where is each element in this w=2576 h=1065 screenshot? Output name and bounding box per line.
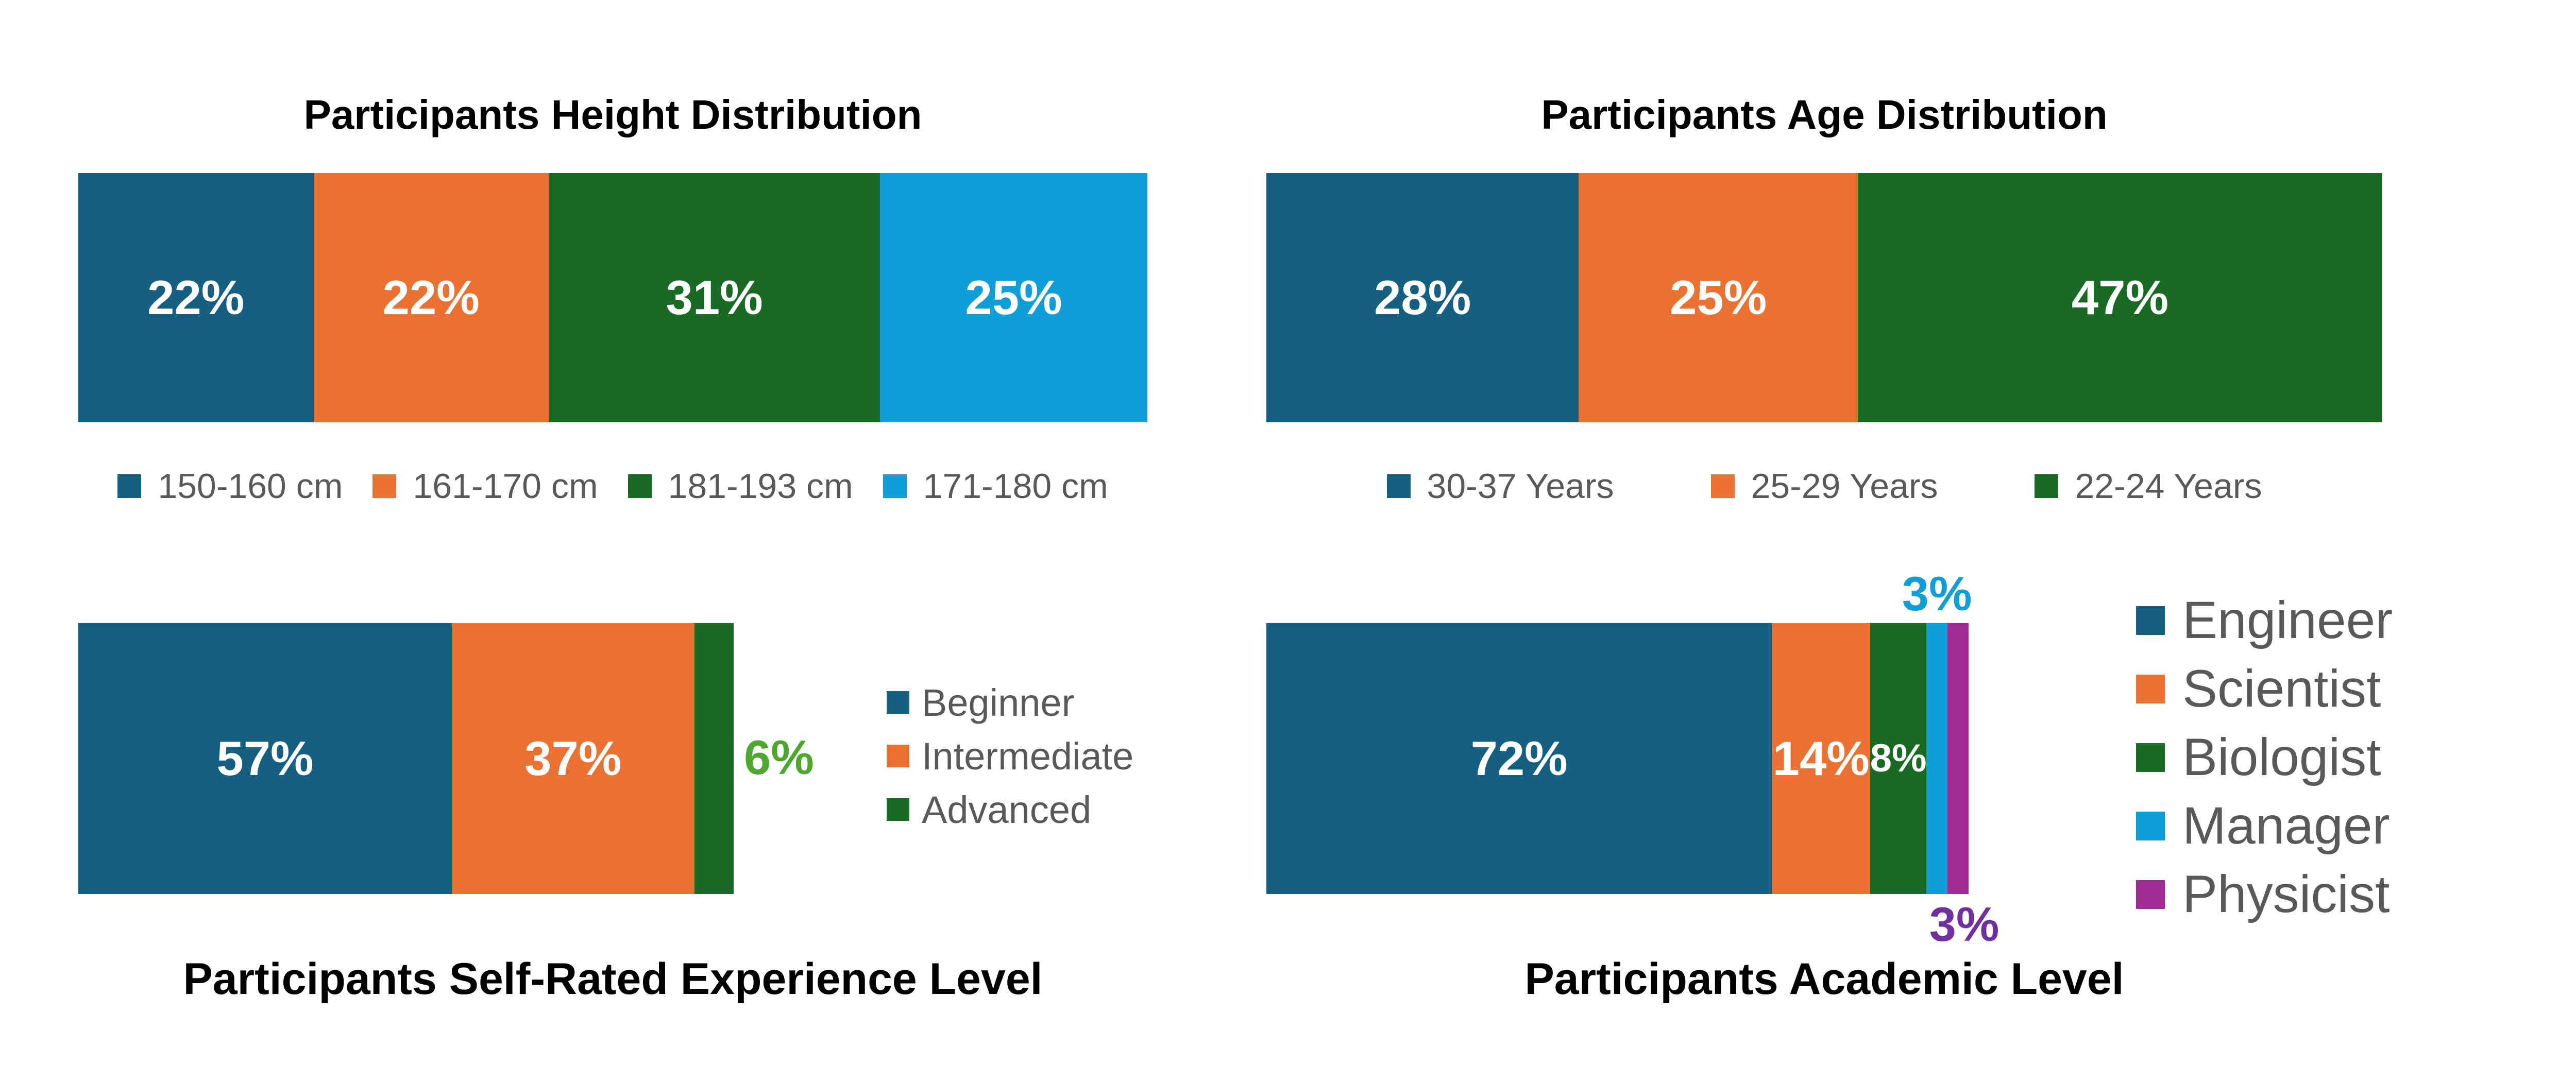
legend-swatch	[2136, 606, 2165, 635]
legend-label: 22-24 Years	[2075, 467, 2262, 506]
legend-swatch	[883, 474, 907, 498]
data-label: 22%	[147, 270, 245, 324]
bar-segment-171-180-cm: 25%	[880, 173, 1147, 422]
legend-label: 171-180 cm	[923, 467, 1108, 506]
legend-item-beginner: Beginner	[887, 676, 1133, 729]
legend-swatch	[2035, 474, 2059, 498]
bar-segment-beginner: 57%	[78, 623, 452, 894]
legend-swatch	[1710, 474, 1735, 498]
legend-swatch	[2136, 743, 2165, 772]
bar-segment-161-170-cm: 22%	[313, 173, 549, 422]
bar-segment-biologist: 8%	[1870, 623, 1927, 894]
legend-label: 25-29 Years	[1751, 467, 1938, 506]
data-label: 25%	[965, 270, 1062, 324]
legend-swatch	[117, 474, 142, 498]
bar-segment-25-29-years: 25%	[1579, 173, 1858, 422]
legend: Beginner Intermediate Advanced	[887, 676, 1133, 836]
data-label-above: 3%	[1902, 566, 1972, 621]
stacked-bar: 72% 14% 8%	[1266, 623, 1969, 894]
data-label: 8%	[1870, 736, 1927, 780]
legend-label: Engineer	[2182, 591, 2393, 649]
legend-item-30-37-years: 30-37 Years	[1386, 466, 1614, 506]
legend-item-physicist: Physicist	[2136, 860, 2393, 929]
bar-segment-22-24-years: 47%	[1857, 173, 2382, 422]
chart-title: Participants Age Distribution	[1541, 92, 2108, 138]
chart-participants-experience-level: Participants Self-Rated Experience Level…	[78, 0, 1147, 1065]
bar-segment-scientist: 14%	[1772, 623, 1871, 894]
legend-item-150-160-cm: 150-160 cm	[117, 466, 343, 506]
data-label: 72%	[1470, 731, 1568, 785]
legend-swatch	[887, 798, 909, 821]
legend-item-intermediate: Intermediate	[887, 729, 1133, 783]
legend-label: 181-193 cm	[668, 467, 853, 506]
legend-item-161-170-cm: 161-170 cm	[372, 466, 598, 506]
legend-label: 30-37 Years	[1427, 467, 1614, 506]
stacked-bar: 57% 37%	[78, 623, 734, 894]
bar-segment-intermediate: 37%	[452, 623, 694, 894]
data-label: 57%	[216, 731, 314, 785]
legend-item-manager: Manager	[2136, 792, 2393, 860]
bar-segment-181-193-cm: 31%	[549, 173, 880, 422]
bar-segment-150-160-cm: 22%	[78, 173, 314, 422]
chart-title: Participants Self-Rated Experience Level	[183, 954, 1043, 1004]
legend-swatch	[887, 745, 909, 767]
legend-item-scientist: Scientist	[2136, 655, 2393, 723]
data-label: 28%	[1374, 270, 1471, 324]
legend-item-22-24-years: 22-24 Years	[2035, 466, 2262, 506]
legend-swatch	[2136, 674, 2165, 703]
legend-item-171-180-cm: 171-180 cm	[883, 466, 1108, 506]
legend-label: Intermediate	[922, 734, 1134, 778]
legend: 150-160 cm 161-170 cm 181-193 cm 171-180 cm	[78, 462, 1147, 510]
bar-segment-physicist	[1947, 623, 1969, 894]
legend-label: 150-160 cm	[158, 467, 343, 506]
legend-label: 161-170 cm	[413, 467, 598, 506]
chart-title: Participants Academic Level	[1524, 954, 2124, 1004]
stacked-bar: 28% 25% 47%	[1266, 173, 2382, 422]
bar-segment-manager	[1926, 623, 1948, 894]
chart-title: Participants Height Distribution	[303, 92, 922, 138]
chart-participants-academic-level: Participants Academic Level 72% 14% 8% Eng…	[1266, 0, 2393, 1065]
legend-label: Scientist	[2182, 659, 2381, 718]
data-label-below: 3%	[1929, 897, 1999, 951]
data-label: 47%	[2071, 270, 2169, 324]
legend-label: Manager	[2182, 796, 2390, 855]
legend-label: Beginner	[922, 681, 1075, 724]
legend-swatch	[372, 474, 397, 498]
data-label: 37%	[524, 731, 622, 785]
legend-item-181-193-cm: 181-193 cm	[628, 466, 853, 506]
data-label: 25%	[1670, 270, 1767, 324]
legend-label: Physicist	[2182, 865, 2390, 923]
legend-item-advanced: Advanced	[887, 783, 1133, 836]
legend-item-biologist: Biologist	[2136, 723, 2393, 792]
legend-label: Biologist	[2182, 728, 2381, 786]
legend-swatch	[2136, 880, 2165, 909]
legend-swatch	[628, 474, 652, 498]
legend-label: Advanced	[922, 788, 1092, 831]
legend: 30-37 Years 25-29 Years 22-24 Years	[1266, 462, 2382, 510]
legend-swatch	[2136, 811, 2165, 840]
data-label: 14%	[1772, 731, 1870, 785]
chart-participants-age-distribution: Participants Age Distribution 28% 25% 47% …	[1266, 0, 2382, 1065]
legend: Engineer Scientist Biologist Manager Physici…	[2136, 586, 2393, 929]
bar-segment-engineer: 72%	[1266, 623, 1772, 894]
legend-item-engineer: Engineer	[2136, 586, 2393, 655]
legend-swatch	[1386, 474, 1411, 498]
bar-segment-advanced	[694, 623, 734, 894]
bar-segment-30-37-years: 28%	[1266, 173, 1579, 422]
stacked-bar: 22% 22% 31% 25%	[78, 173, 1147, 422]
legend-swatch	[887, 691, 909, 714]
data-label: 22%	[382, 270, 480, 324]
chart-participants-height-distribution: Participants Height Distribution 22% 22% 3…	[78, 0, 1147, 1065]
data-label-outside-right: 6%	[744, 730, 814, 785]
data-label: 31%	[666, 270, 763, 324]
legend-item-25-29-years: 25-29 Years	[1710, 466, 1938, 506]
